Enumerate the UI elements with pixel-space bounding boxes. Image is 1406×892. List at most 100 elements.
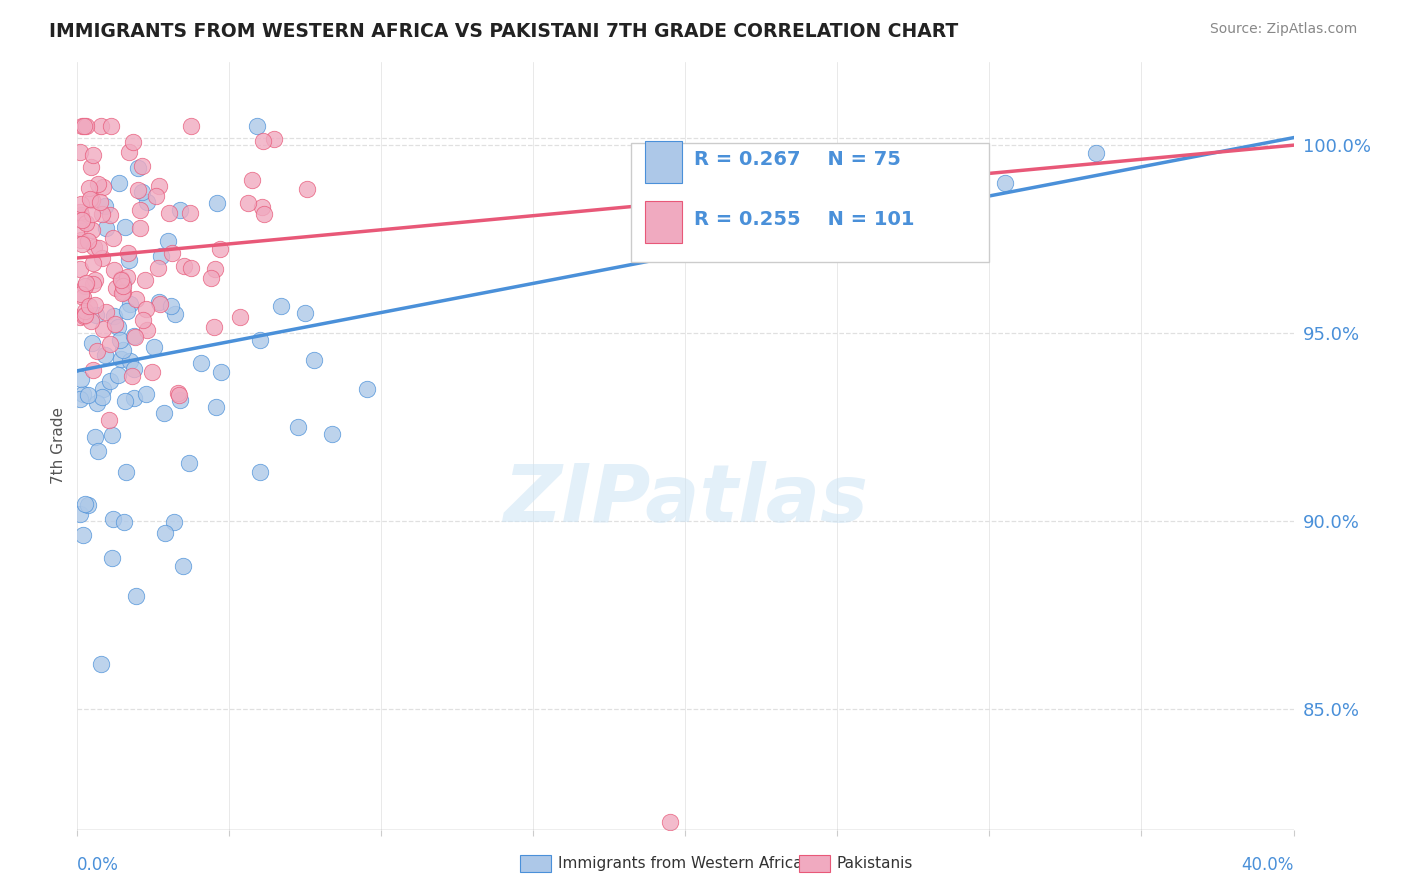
Point	[246, 120, 269, 134]
Point	[153, 526, 176, 541]
Point	[84, 308, 107, 322]
Point	[145, 189, 167, 203]
Point	[79, 192, 101, 206]
Point	[94, 305, 117, 319]
Point	[263, 131, 285, 145]
Point	[204, 400, 226, 414]
Point	[82, 335, 104, 350]
Point	[100, 375, 122, 389]
Point	[149, 297, 172, 311]
Point	[134, 302, 156, 317]
Point	[77, 299, 100, 313]
Point	[207, 196, 229, 211]
Point	[295, 181, 318, 195]
Point	[70, 286, 93, 301]
Point	[73, 120, 96, 134]
Point	[75, 279, 97, 293]
Point	[180, 261, 202, 276]
Point	[101, 231, 124, 245]
Point	[142, 340, 165, 354]
Point	[659, 815, 682, 830]
Point	[69, 261, 91, 276]
Point	[117, 253, 139, 268]
Point	[80, 314, 103, 328]
Point	[69, 220, 91, 235]
Point	[75, 120, 97, 134]
Point	[110, 352, 132, 367]
Point	[148, 260, 170, 275]
Point	[90, 657, 112, 672]
Point	[84, 273, 107, 287]
Point	[122, 391, 145, 405]
Text: 0.0%: 0.0%	[77, 856, 120, 874]
Point	[111, 279, 134, 293]
Point	[114, 219, 136, 234]
Point	[77, 498, 100, 512]
Text: ZIPatlas: ZIPatlas	[503, 460, 868, 539]
Point	[179, 205, 201, 219]
Point	[80, 160, 103, 174]
Point	[177, 456, 200, 470]
Point	[180, 120, 202, 134]
Point	[131, 186, 153, 200]
Point	[209, 365, 232, 379]
Point	[270, 299, 292, 313]
Point	[108, 176, 131, 190]
Point	[72, 212, 94, 227]
Point	[72, 290, 94, 304]
Point	[108, 334, 131, 348]
Point	[118, 297, 141, 311]
Point	[202, 320, 225, 334]
Point	[73, 497, 96, 511]
Point	[82, 363, 104, 377]
Point	[127, 183, 149, 197]
Point	[73, 308, 96, 322]
Point	[204, 262, 226, 277]
Point	[82, 255, 104, 269]
Point	[91, 180, 114, 194]
Text: Source: ZipAtlas.com: Source: ZipAtlas.com	[1209, 22, 1357, 37]
Point	[112, 343, 135, 358]
Point	[103, 310, 125, 324]
Point	[250, 200, 273, 214]
Point	[90, 251, 112, 265]
Point	[100, 337, 122, 351]
Point	[249, 333, 271, 347]
Point	[72, 387, 94, 401]
Point	[117, 246, 139, 260]
Text: R = 0.267    N = 75: R = 0.267 N = 75	[695, 151, 901, 169]
Point	[100, 120, 122, 134]
Point	[97, 412, 120, 426]
Point	[131, 159, 153, 173]
Text: IMMIGRANTS FROM WESTERN AFRICA VS PAKISTANI 7TH GRADE CORRELATION CHART: IMMIGRANTS FROM WESTERN AFRICA VS PAKIST…	[49, 22, 959, 41]
Point	[112, 276, 135, 290]
Point	[89, 194, 111, 209]
Point	[103, 263, 125, 277]
Point	[125, 292, 148, 306]
Point	[82, 222, 104, 236]
Point	[94, 220, 117, 235]
Point	[111, 286, 134, 301]
Point	[72, 309, 94, 323]
Point	[75, 216, 97, 230]
Point	[75, 276, 97, 290]
Point	[169, 393, 191, 408]
Point	[70, 233, 93, 247]
Point	[82, 193, 104, 207]
Point	[169, 202, 191, 217]
Point	[131, 313, 153, 327]
Bar	[645, 141, 682, 183]
Point	[302, 353, 325, 368]
Point	[321, 427, 343, 442]
Point	[110, 272, 132, 286]
Point	[87, 241, 110, 255]
Point	[90, 120, 112, 134]
Point	[101, 512, 124, 526]
Point	[287, 420, 309, 434]
Point	[134, 273, 156, 287]
Point	[118, 145, 141, 159]
Point	[173, 260, 195, 274]
Point	[190, 356, 212, 370]
Point	[91, 207, 114, 221]
Point	[94, 348, 117, 362]
